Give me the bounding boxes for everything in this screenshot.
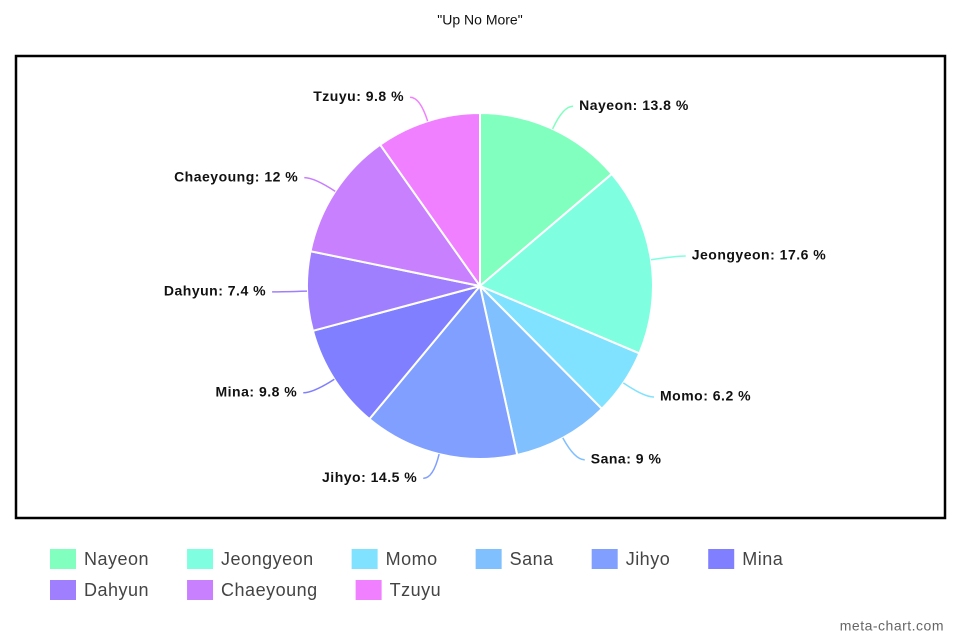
leader-line	[423, 453, 440, 480]
data-label: Nayeon: 13.8 %	[579, 97, 689, 113]
pie-slice	[378, 111, 481, 290]
legend-label: Dahyun	[84, 580, 149, 600]
legend-swatch	[708, 549, 735, 569]
data-label: Momo: 6.2 %	[660, 388, 751, 404]
legend-label: Mina	[742, 549, 784, 569]
plot-frame	[14, 54, 947, 520]
leader-line	[622, 382, 655, 398]
legend-label: Tzuyu	[390, 580, 442, 600]
leader-line	[272, 290, 308, 293]
pie-slice	[367, 283, 519, 460]
data-label: Sana: 9 %	[591, 451, 662, 467]
legend-label: Nayeon	[84, 549, 149, 569]
pie-slice	[478, 282, 604, 457]
legend-label: Jeongyeon	[221, 549, 314, 569]
leader-line	[409, 96, 429, 122]
pie-slice	[311, 284, 483, 421]
legend-swatch	[475, 549, 502, 569]
legend-swatch	[355, 580, 382, 600]
data-label: Jeongyeon: 17.6 %	[692, 247, 827, 263]
legend-swatch	[591, 549, 618, 569]
leader-line	[650, 255, 686, 261]
legend-label: Sana	[510, 549, 555, 569]
legend-label: Jihyo	[626, 549, 671, 569]
leader-line	[551, 105, 574, 130]
pie-slice	[309, 143, 483, 288]
legend-swatch	[50, 549, 76, 569]
data-label: Mina: 9.8 %	[216, 383, 298, 399]
legend-swatch	[351, 549, 378, 569]
data-label: Jihyo: 14.5 %	[322, 469, 417, 485]
legend-swatch	[187, 549, 214, 569]
leader-line	[303, 378, 335, 394]
leader-line	[562, 437, 585, 461]
legend-swatch	[50, 580, 76, 600]
data-label: Chaeyoung: 12 %	[174, 168, 298, 184]
legend-label: Chaeyoung	[221, 580, 318, 600]
leader-line	[304, 176, 336, 192]
legend-label: Momo	[386, 549, 438, 569]
data-label: Tzuyu: 9.8 %	[313, 88, 404, 104]
legend-swatch	[187, 580, 214, 600]
source-credit: meta-chart.com	[840, 618, 944, 634]
chart-title: "Up No More"	[437, 12, 522, 28]
data-label: Dahyun: 7.4 %	[164, 283, 266, 299]
